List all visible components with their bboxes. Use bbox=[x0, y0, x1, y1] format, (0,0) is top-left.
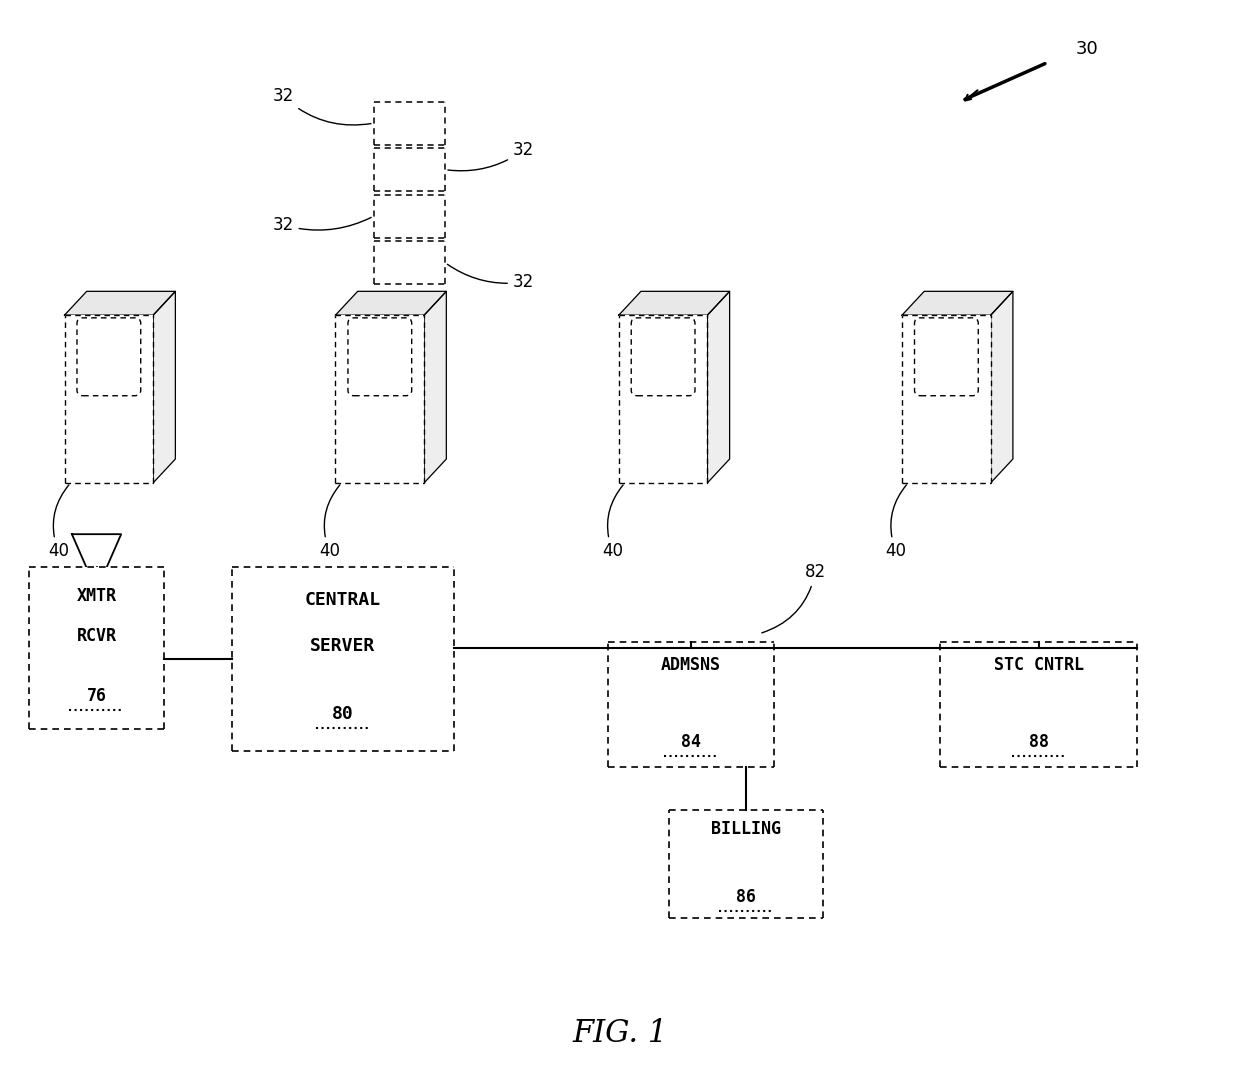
Text: 40: 40 bbox=[48, 485, 69, 560]
Bar bbox=[373, 101, 445, 145]
Polygon shape bbox=[336, 291, 446, 315]
Polygon shape bbox=[708, 291, 729, 483]
FancyBboxPatch shape bbox=[348, 318, 412, 396]
Bar bbox=[373, 241, 445, 284]
Text: FIG. 1: FIG. 1 bbox=[573, 1018, 667, 1050]
Bar bbox=[619, 315, 708, 483]
Polygon shape bbox=[991, 291, 1013, 483]
Bar bbox=[670, 810, 823, 918]
Bar bbox=[901, 315, 991, 483]
FancyBboxPatch shape bbox=[915, 318, 978, 396]
Text: 88: 88 bbox=[1029, 732, 1049, 751]
Text: RCVR: RCVR bbox=[77, 628, 117, 645]
Text: 82: 82 bbox=[761, 564, 826, 633]
Bar bbox=[619, 315, 708, 483]
Bar bbox=[64, 315, 154, 483]
Text: 84: 84 bbox=[681, 732, 701, 751]
Text: 32: 32 bbox=[273, 87, 371, 125]
Bar bbox=[29, 567, 164, 729]
Text: STC CNTRL: STC CNTRL bbox=[993, 656, 1084, 674]
Polygon shape bbox=[619, 291, 729, 315]
Bar bbox=[336, 315, 424, 483]
Text: 32: 32 bbox=[448, 142, 534, 171]
Text: 86: 86 bbox=[737, 887, 756, 906]
Bar bbox=[901, 315, 991, 483]
Text: 40: 40 bbox=[603, 485, 624, 560]
Bar bbox=[373, 194, 445, 238]
Text: 40: 40 bbox=[319, 485, 340, 560]
Bar bbox=[336, 315, 424, 483]
Polygon shape bbox=[901, 291, 1013, 315]
Bar bbox=[940, 642, 1137, 766]
Text: 76: 76 bbox=[87, 688, 107, 705]
Bar bbox=[232, 567, 454, 751]
Text: 30: 30 bbox=[1076, 40, 1099, 58]
Polygon shape bbox=[154, 291, 175, 483]
Text: ADMSNS: ADMSNS bbox=[661, 656, 720, 674]
Text: CENTRAL: CENTRAL bbox=[305, 591, 381, 608]
Text: 32: 32 bbox=[448, 264, 534, 291]
Text: XMTR: XMTR bbox=[77, 586, 117, 605]
FancyBboxPatch shape bbox=[77, 318, 140, 396]
Text: 32: 32 bbox=[273, 216, 371, 234]
Bar bbox=[64, 315, 154, 483]
Bar bbox=[608, 642, 774, 766]
Bar bbox=[373, 148, 445, 192]
Polygon shape bbox=[424, 291, 446, 483]
Text: BILLING: BILLING bbox=[712, 821, 781, 838]
Polygon shape bbox=[64, 291, 175, 315]
Text: SERVER: SERVER bbox=[310, 637, 376, 655]
Text: 80: 80 bbox=[332, 705, 353, 723]
FancyBboxPatch shape bbox=[631, 318, 694, 396]
Text: 40: 40 bbox=[885, 485, 906, 560]
